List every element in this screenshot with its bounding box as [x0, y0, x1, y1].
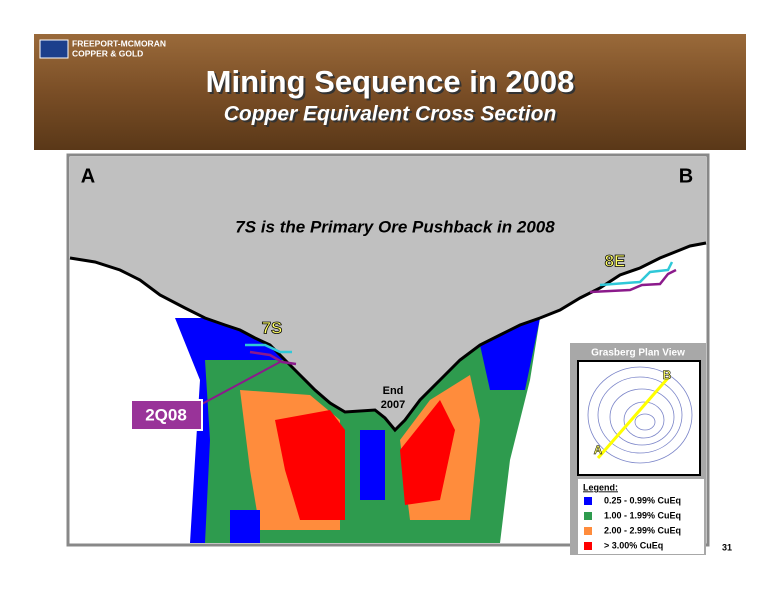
plan-point-label: A [594, 443, 603, 457]
inset-title: Grasberg Plan View [591, 348, 685, 359]
legend-swatch [584, 542, 592, 550]
quarter-label: 2Q08 [145, 405, 187, 424]
pushback-label: 8E [605, 251, 626, 270]
page-number: 31 [722, 542, 732, 552]
ore-zones [175, 318, 540, 543]
logo-icon [39, 39, 69, 59]
pushback-line [245, 343, 292, 354]
quarter-box [130, 399, 203, 431]
section-end-label: B [679, 165, 693, 187]
pit-air [70, 157, 706, 430]
title: Mining Sequence in 2008 [206, 64, 575, 99]
legend-swatch [584, 527, 592, 535]
legend-swatch [584, 497, 592, 505]
company-name: COPPER & GOLD [72, 48, 143, 58]
legend-label: > 3.00% CuEq [604, 540, 663, 550]
company-name: FREEPORT-MCMORAN [72, 38, 166, 48]
subtitle-shadow: Copper Equivalent Cross Section [226, 105, 559, 128]
section-end-label: A [81, 165, 95, 187]
pushback-label: 7S [262, 318, 283, 337]
pushback-line [249, 350, 297, 366]
legend-title: Legend: [583, 482, 618, 492]
legend-label: 1.00 - 1.99% CuEq [604, 510, 681, 520]
title-shadow: Mining Sequence in 2008 [208, 66, 577, 101]
pushback-line [589, 268, 677, 294]
end-label: End [383, 385, 404, 397]
legend-label: 2.00 - 2.99% CuEq [604, 525, 681, 535]
end-label: 2007 [381, 399, 405, 411]
callout-line [199, 361, 281, 406]
legend-label: 0.25 - 0.99% CuEq [604, 495, 681, 505]
legend-swatch [584, 512, 592, 520]
legend-box [578, 479, 704, 554]
legend: 0.25 - 0.99% CuEq 1.00 - 1.99% CuEq 2.00 -… [584, 495, 681, 550]
section-line [596, 377, 670, 459]
plan-point-label: B [663, 368, 672, 382]
header-band [34, 34, 746, 150]
plan-contours [587, 366, 693, 464]
annotation: 7S is the Primary Ore Pushback in 2008 [235, 217, 555, 236]
pushback-line [599, 261, 674, 287]
subtitle: Copper Equivalent Cross Section [224, 103, 557, 126]
